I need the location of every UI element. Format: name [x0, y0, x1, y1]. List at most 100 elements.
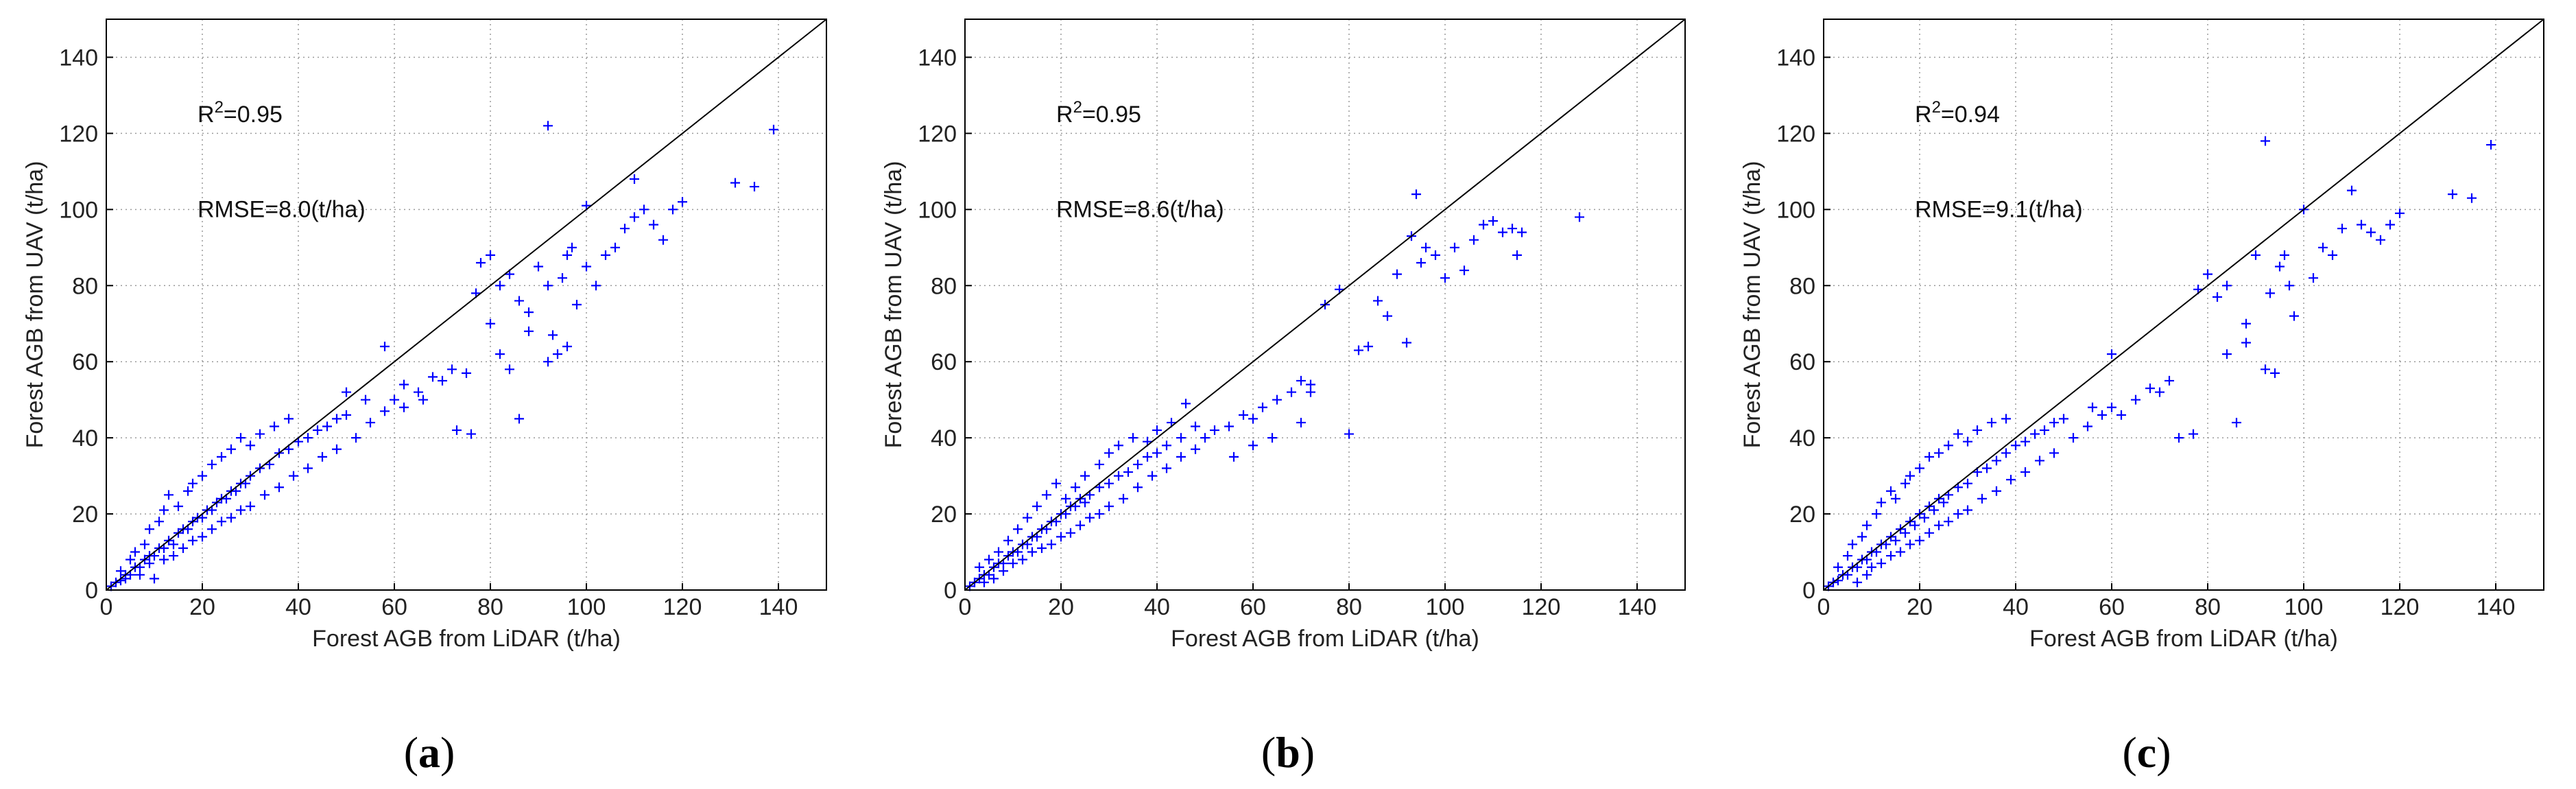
data-point [318, 451, 327, 462]
data-point [2164, 375, 2174, 386]
data-point [1977, 493, 1987, 504]
data-point [2222, 281, 2232, 291]
data-point [207, 524, 217, 534]
data-point [188, 478, 198, 488]
y-tick-label: 0 [1802, 578, 1815, 604]
data-point [183, 486, 193, 496]
scatter-points [965, 189, 1584, 591]
data-point [989, 574, 999, 584]
data-point [1114, 440, 1123, 451]
data-point [558, 273, 567, 283]
data-point [1905, 539, 1915, 550]
data-point [2059, 414, 2068, 424]
data-point [2280, 250, 2289, 260]
data-point [1953, 509, 1963, 519]
data-point [999, 566, 1008, 576]
data-point [2155, 387, 2164, 397]
data-point [2357, 220, 2366, 230]
y-tick-label: 0 [85, 578, 98, 604]
data-point [1915, 463, 1924, 473]
data-point [1176, 451, 1186, 462]
data-point [2347, 185, 2357, 196]
data-point [270, 421, 279, 432]
rmse-annotation: RMSE=8.6(t/ha) [1056, 196, 1224, 222]
data-point [164, 490, 174, 500]
panel-c: 0 20 40 60 80 100 120 140 0 20 40 60 80 100 120 140 Fore… [1717, 0, 2576, 789]
data-point [226, 444, 236, 454]
data-point [2040, 425, 2049, 436]
data-point [1852, 577, 1862, 587]
r-squared-superscript: 2 [1932, 98, 1941, 117]
data-point [236, 433, 246, 443]
data-point [1507, 224, 1517, 234]
data-point [2486, 140, 2496, 150]
data-point [1891, 535, 1900, 545]
data-point [1431, 250, 1440, 260]
r-squared-annotation: R2=0.95 [1056, 98, 1141, 128]
data-point [260, 490, 270, 500]
data-point [1042, 490, 1051, 500]
data-point [2251, 250, 2261, 260]
data-point [730, 178, 740, 188]
data-point [313, 425, 322, 436]
data-point [1963, 436, 1972, 447]
panel-label-c-letter: c [2136, 728, 2157, 777]
y-tick-label: 140 [1776, 45, 1815, 71]
data-point [1008, 558, 1018, 569]
data-point [476, 257, 486, 268]
data-point [1963, 478, 1972, 488]
data-point [198, 532, 207, 542]
data-point [1392, 269, 1402, 279]
data-point [246, 501, 255, 511]
data-point [2001, 448, 2011, 458]
y-axis: 0 20 40 60 80 100 120 140 [918, 45, 972, 604]
data-point [226, 513, 236, 523]
data-point [380, 342, 390, 352]
x-tick-label: 80 [1336, 594, 1362, 620]
data-point [1469, 235, 1479, 245]
data-point [1992, 486, 2001, 496]
data-point [1924, 451, 1934, 462]
x-axis-label: Forest AGB from LiDAR (t/ha) [312, 626, 621, 652]
data-point [1248, 440, 1258, 451]
data-point [562, 342, 572, 352]
data-point [1133, 459, 1143, 469]
data-point [975, 562, 984, 572]
y-axis-label: Forest AGB from UAV (t/ha) [1739, 161, 1765, 449]
data-point [601, 250, 610, 260]
data-point [2213, 292, 2222, 302]
scatter-points [1824, 136, 2496, 591]
reference-line-1to1 [106, 19, 827, 591]
data-point [1929, 505, 1939, 515]
data-point [1857, 532, 1867, 542]
data-point [1843, 551, 1852, 561]
data-point [1934, 448, 1944, 458]
data-point [486, 318, 495, 329]
data-point [1915, 535, 1924, 545]
x-tick-label: 40 [285, 594, 311, 620]
data-point [668, 204, 678, 215]
y-tick-label: 140 [918, 45, 957, 71]
y-tick-label: 120 [59, 121, 98, 147]
data-point [2189, 429, 2198, 439]
data-point [582, 261, 591, 272]
data-point [1023, 513, 1032, 523]
data-point [1872, 509, 1881, 519]
y-tick-label: 60 [72, 349, 98, 375]
data-point [1479, 220, 1488, 230]
data-point [1104, 448, 1114, 458]
data-point [1862, 520, 1872, 530]
data-point [1344, 429, 1354, 439]
data-point [505, 364, 514, 375]
data-point [1498, 227, 1507, 237]
data-point [1080, 471, 1090, 481]
data-point [188, 535, 198, 545]
data-point [322, 421, 332, 432]
data-point [1037, 543, 1047, 553]
data-point [198, 471, 207, 481]
rmse-annotation: RMSE=8.0(t/ha) [198, 196, 366, 222]
x-tick-label: 0 [1817, 594, 1830, 620]
reference-line-1to1 [1823, 19, 2544, 591]
data-point [351, 433, 361, 443]
data-point [1032, 501, 1042, 511]
